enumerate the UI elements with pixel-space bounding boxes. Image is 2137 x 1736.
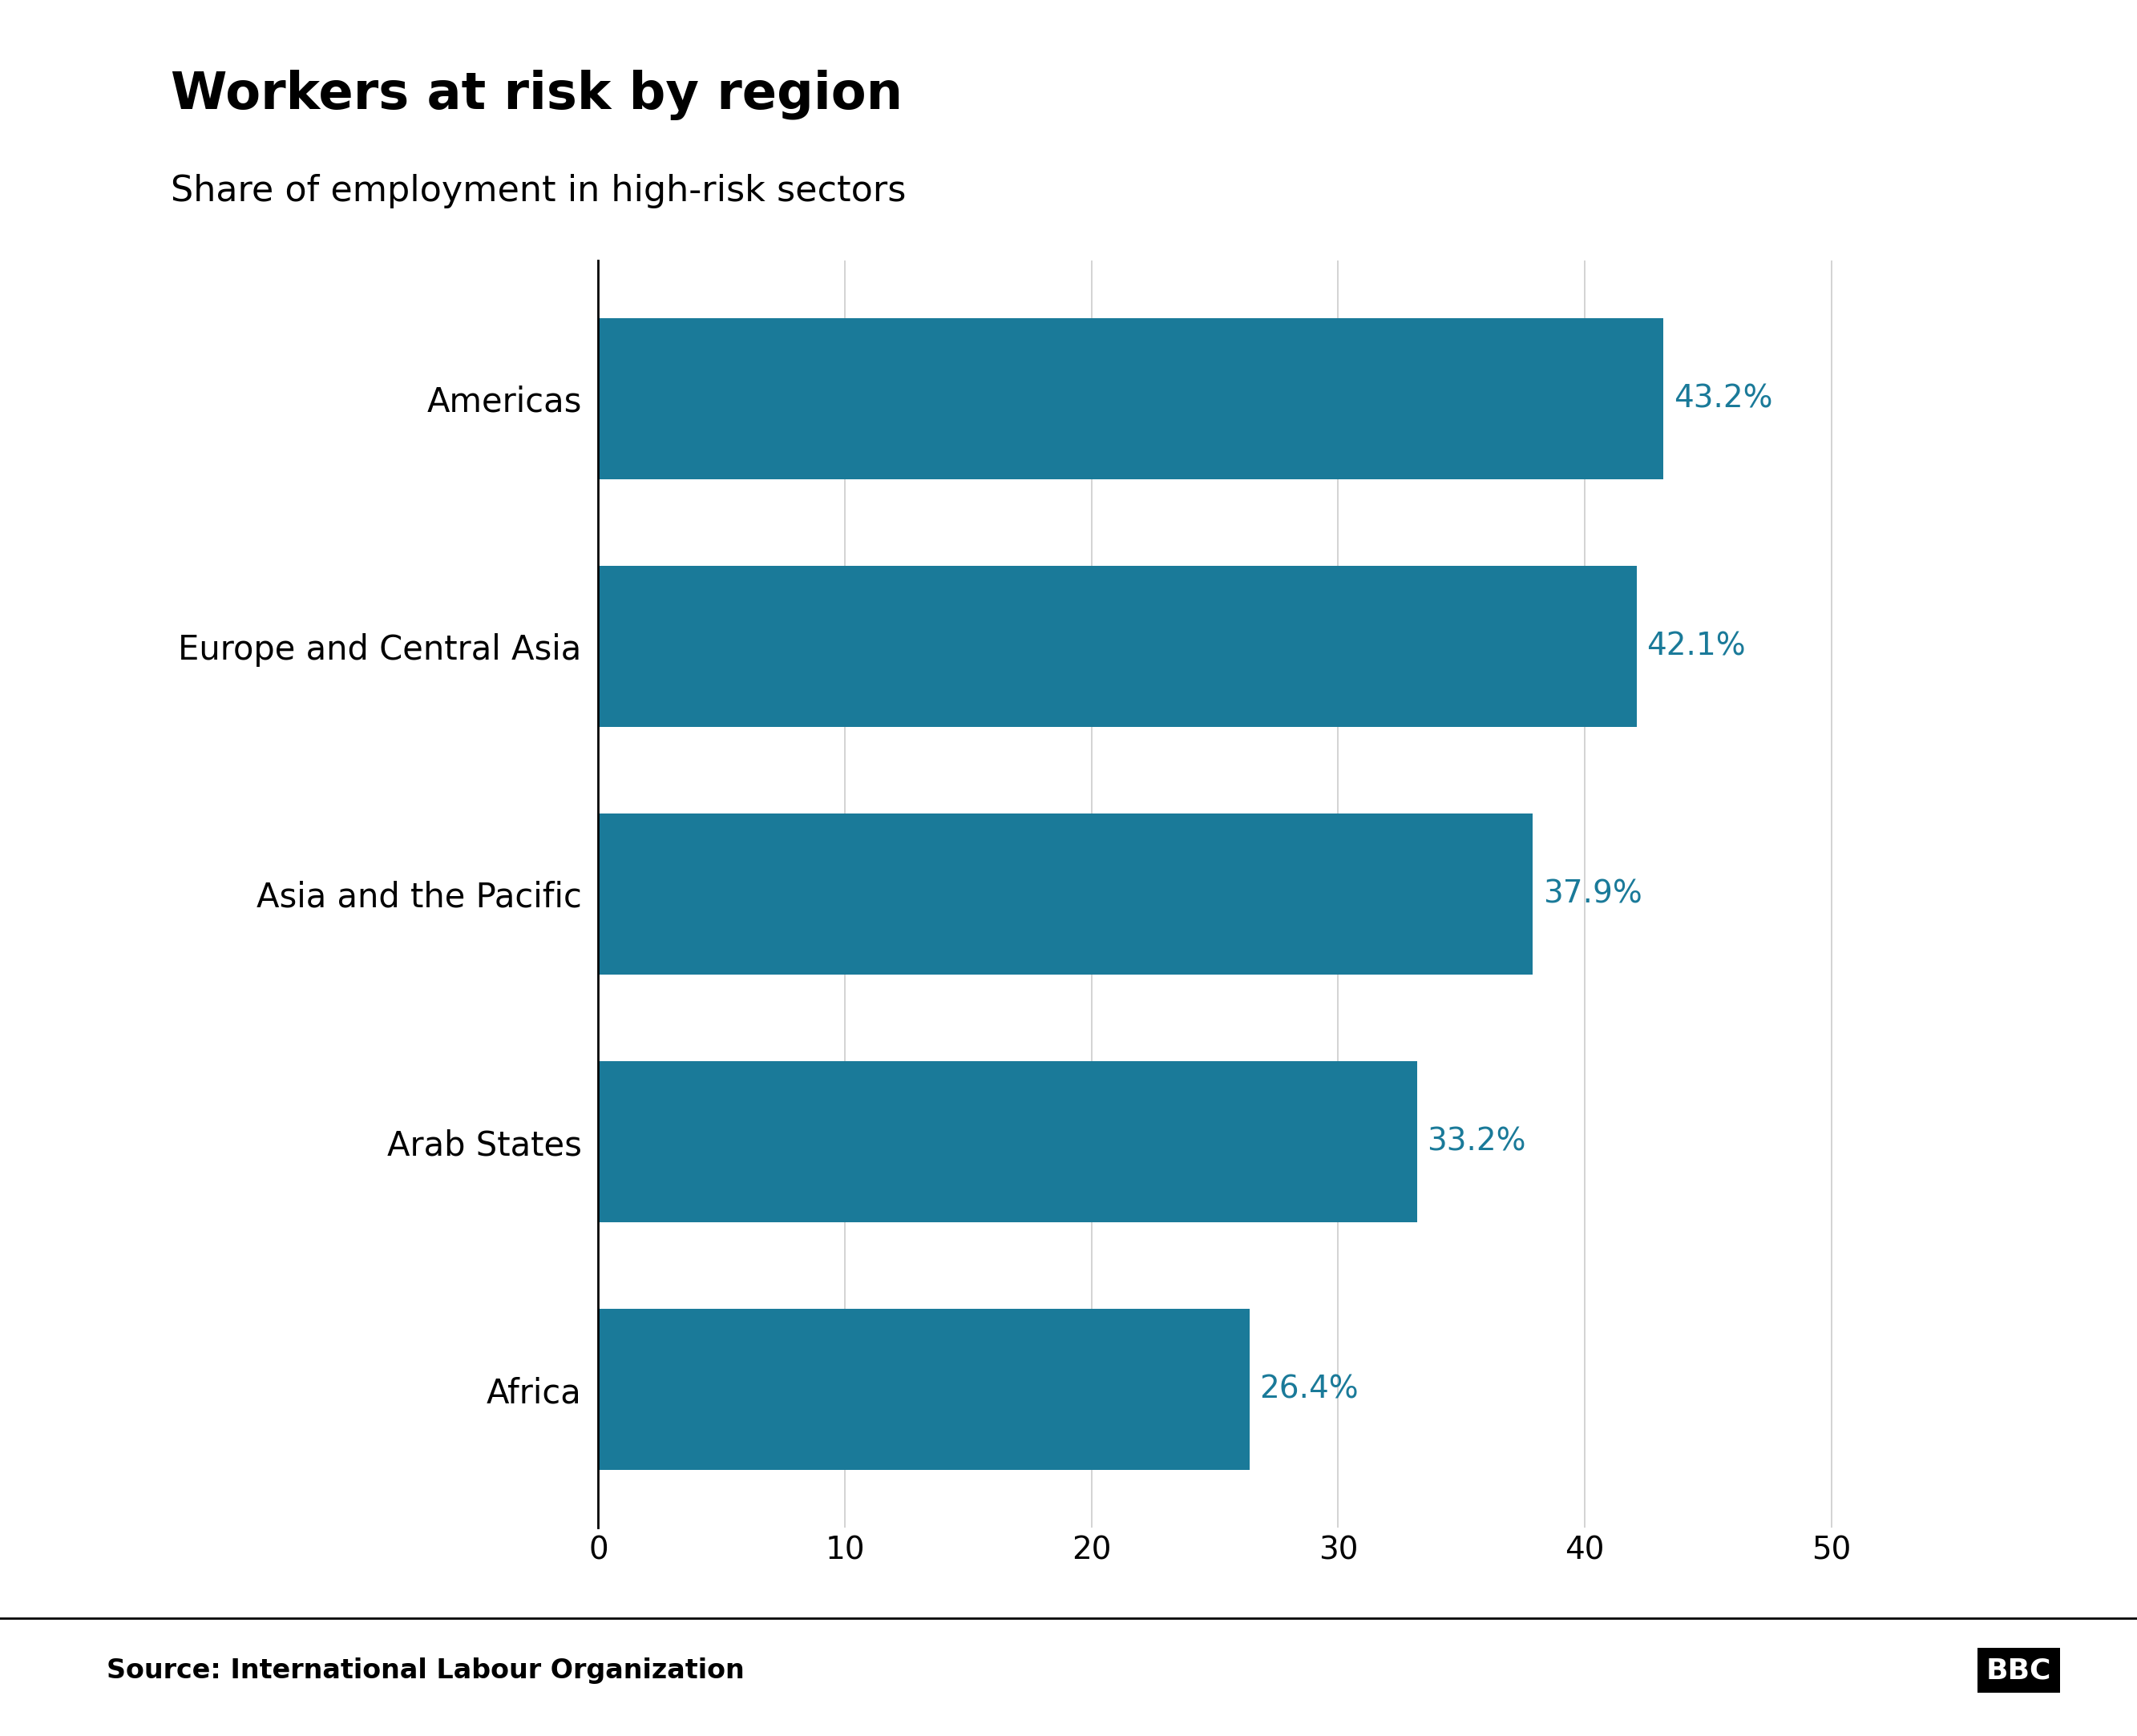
Bar xyxy=(598,814,1532,974)
Bar xyxy=(598,1061,1417,1222)
Text: 37.9%: 37.9% xyxy=(1543,878,1641,910)
Text: 26.4%: 26.4% xyxy=(1259,1375,1359,1404)
Bar xyxy=(598,318,1663,479)
Text: Workers at risk by region: Workers at risk by region xyxy=(171,69,904,120)
Text: Share of employment in high-risk sectors: Share of employment in high-risk sectors xyxy=(171,174,906,208)
Text: 43.2%: 43.2% xyxy=(1673,384,1772,413)
Text: 42.1%: 42.1% xyxy=(1645,632,1746,661)
Text: BBC: BBC xyxy=(1985,1656,2052,1684)
Text: 33.2%: 33.2% xyxy=(1428,1127,1526,1156)
Text: Source: International Labour Organization: Source: International Labour Organizatio… xyxy=(107,1658,744,1684)
Bar xyxy=(598,1309,1250,1470)
Bar xyxy=(598,566,1637,727)
